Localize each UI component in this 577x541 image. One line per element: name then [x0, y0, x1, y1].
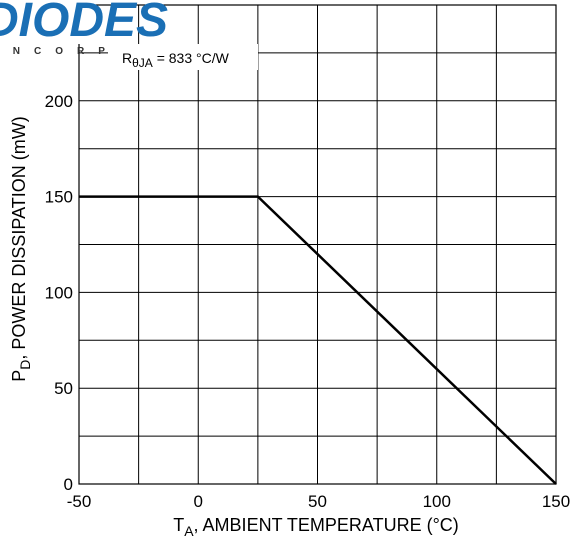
annotation-background	[108, 44, 258, 70]
y-tick-label: 150	[45, 188, 73, 207]
y-tick-label: 100	[45, 283, 73, 302]
x-axis-title: TA, AMBIENT TEMPERATURE (°C)	[173, 515, 459, 539]
y-axis-title: PD, POWER DISSIPATION (mW)	[9, 116, 33, 381]
y-tick-labels: 050100150200250	[45, 0, 73, 494]
thermal-resistance-annotation: RθJA = 833 °C/W	[108, 44, 258, 70]
annotation-text: RθJA = 833 °C/W	[122, 50, 230, 70]
series-line	[79, 195, 557, 485]
x-tick-label: 150	[542, 492, 570, 511]
y-tick-label: 50	[54, 379, 73, 398]
x-tick-label: -50	[67, 492, 92, 511]
x-tick-label: 50	[308, 492, 327, 511]
x-tick-labels: -50 0 50 100 150	[67, 492, 570, 511]
logo-mask	[0, 0, 80, 44]
logo-brand: DIODES	[0, 0, 168, 47]
y-tick-label: 0	[64, 475, 73, 494]
series-group	[79, 195, 557, 485]
x-tick-label: 100	[423, 492, 451, 511]
plot-border	[78, 4, 557, 485]
y-tick-label: 200	[45, 92, 73, 111]
grid	[79, 5, 556, 484]
plot-frame	[78, 4, 557, 485]
x-tick-label: 0	[194, 492, 203, 511]
